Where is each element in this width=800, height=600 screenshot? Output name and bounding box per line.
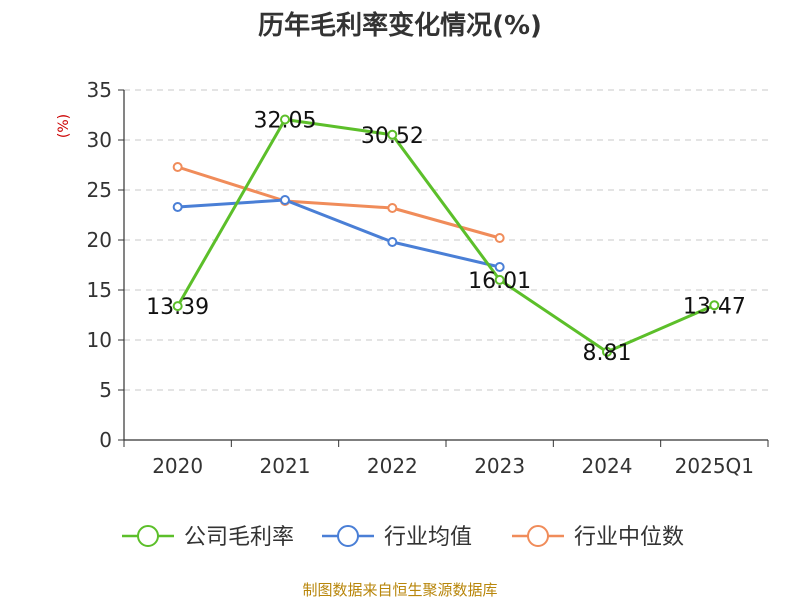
grid	[124, 89, 768, 391]
series-point	[387, 129, 398, 140]
legend-marker-icon	[337, 525, 359, 547]
y-tick-label: 10	[87, 328, 112, 352]
source-note: 制图数据来自恒生聚源数据库	[302, 581, 497, 599]
y-tick-label: 20	[87, 228, 112, 252]
x-tick-label: 2023	[474, 454, 525, 478]
data-label: 32.05	[254, 109, 317, 134]
data-label: 16.01	[468, 269, 531, 294]
legend-label: 公司毛利率	[184, 525, 294, 550]
y-tick-label: 5	[99, 378, 112, 402]
series-point	[280, 114, 290, 125]
x-tick-label: 2025Q1	[675, 454, 754, 478]
legend-marker-icon	[527, 525, 549, 547]
series-point	[387, 237, 398, 247]
legend-label: 行业均值	[384, 525, 472, 550]
y-tick-label: 30	[87, 128, 112, 152]
series-point	[494, 262, 505, 272]
axes: 0 5 10 15 20 25 30 35 2020 2021 2022 2023 2024 2025Q1	[87, 78, 769, 478]
data-label: 13.47	[683, 294, 746, 319]
series-point	[172, 162, 183, 172]
series-point	[387, 203, 398, 213]
series-point	[602, 346, 612, 357]
y-tick-label: 35	[87, 78, 112, 102]
legend-label: 行业中位数	[574, 525, 684, 550]
series-point	[280, 195, 290, 205]
series-point	[494, 233, 505, 243]
legend-marker-icon	[137, 525, 159, 547]
series-line	[177, 198, 501, 269]
y-tick-label: 15	[87, 278, 112, 302]
series-point	[494, 274, 505, 285]
legend: 公司毛利率 行业均值 行业中位数	[122, 525, 684, 550]
data-label: 8.81	[583, 341, 632, 366]
x-tick-label: 2022	[367, 454, 418, 478]
x-tick-label: 2020	[152, 454, 203, 478]
data-label: 13.39	[146, 295, 209, 320]
x-tick-label: 2024	[582, 454, 633, 478]
series	[172, 114, 720, 357]
data-labels: 13.39 32.05 30.52 16.01 8.81 13.47	[146, 109, 746, 366]
y-tick-label: 25	[87, 178, 112, 202]
series-point	[172, 301, 183, 312]
y-tick-label: 0	[99, 428, 112, 452]
series-line	[176, 118, 715, 354]
y-axis-unit: (%)	[56, 114, 72, 138]
chart-title: 历年毛利率变化情况(%)	[258, 10, 542, 41]
series-point	[172, 202, 183, 212]
data-label: 30.52	[361, 124, 424, 149]
x-tick-label: 2021	[260, 454, 311, 478]
series-line	[177, 165, 501, 240]
series-point	[709, 300, 720, 311]
